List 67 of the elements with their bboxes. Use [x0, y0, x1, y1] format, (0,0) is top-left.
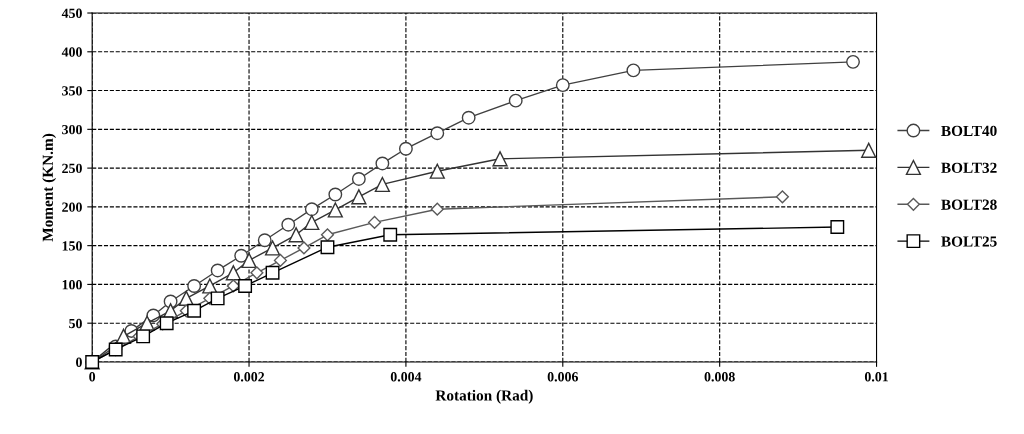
point — [241, 252, 257, 269]
point — [234, 248, 249, 263]
point — [210, 291, 225, 306]
point — [775, 190, 790, 204]
point — [178, 290, 194, 307]
y-tick-label: 350 — [62, 86, 82, 96]
point — [383, 227, 398, 242]
point — [187, 279, 202, 293]
x-tick-label: 0.01 — [864, 372, 888, 382]
legend-label: BOLT32 — [941, 162, 997, 173]
point — [327, 202, 343, 218]
point — [288, 227, 304, 243]
point — [257, 233, 272, 248]
point — [159, 316, 174, 331]
point — [430, 126, 445, 141]
x-tick-label: 0.008 — [704, 372, 735, 382]
point — [508, 93, 523, 108]
point — [320, 228, 335, 242]
point — [297, 241, 311, 255]
y-axis-title: Moment (KN.m) — [42, 133, 57, 242]
y-tick-label: 50 — [69, 318, 82, 329]
point — [328, 187, 343, 202]
point — [830, 220, 845, 234]
x-tick-label: 0.004 — [390, 372, 422, 382]
point — [555, 78, 570, 93]
point — [238, 279, 253, 293]
y-tick-label: 200 — [62, 202, 82, 212]
point — [374, 176, 391, 193]
x-tick-label: 0 — [89, 372, 96, 382]
point — [492, 151, 508, 167]
point — [210, 263, 225, 278]
point — [265, 265, 280, 280]
legend-label: BOLT40 — [941, 125, 997, 137]
point — [861, 142, 877, 158]
y-tick-label: 0 — [76, 357, 82, 367]
point — [281, 217, 296, 232]
y-tick-label: 250 — [62, 163, 82, 174]
x-axis-title: Rotation (Rad) — [435, 389, 533, 404]
point — [375, 156, 390, 171]
legend-label: BOLT25 — [941, 236, 997, 247]
point — [846, 54, 860, 69]
point — [626, 63, 641, 78]
point — [250, 266, 264, 280]
point — [136, 329, 151, 344]
x-tick-label: 0.002 — [233, 372, 265, 382]
point — [367, 215, 382, 229]
legend-label: BOLT28 — [941, 199, 997, 210]
point — [187, 303, 202, 318]
point — [351, 189, 367, 205]
point — [461, 110, 476, 125]
point — [304, 202, 319, 217]
point — [429, 163, 445, 179]
point — [226, 279, 240, 293]
point — [430, 202, 444, 216]
point — [398, 141, 413, 156]
point — [264, 240, 281, 256]
y-tick-label: 150 — [62, 241, 82, 251]
point — [304, 214, 320, 231]
y-tick-label: 450 — [61, 8, 82, 18]
point — [273, 253, 288, 267]
point — [320, 240, 335, 255]
y-tick-label: 400 — [61, 47, 82, 57]
y-tick-label: 300 — [62, 124, 82, 135]
y-tick-label: 100 — [62, 280, 82, 290]
point — [225, 265, 241, 281]
x-tick-label: 0.006 — [547, 372, 579, 382]
point — [351, 172, 366, 186]
